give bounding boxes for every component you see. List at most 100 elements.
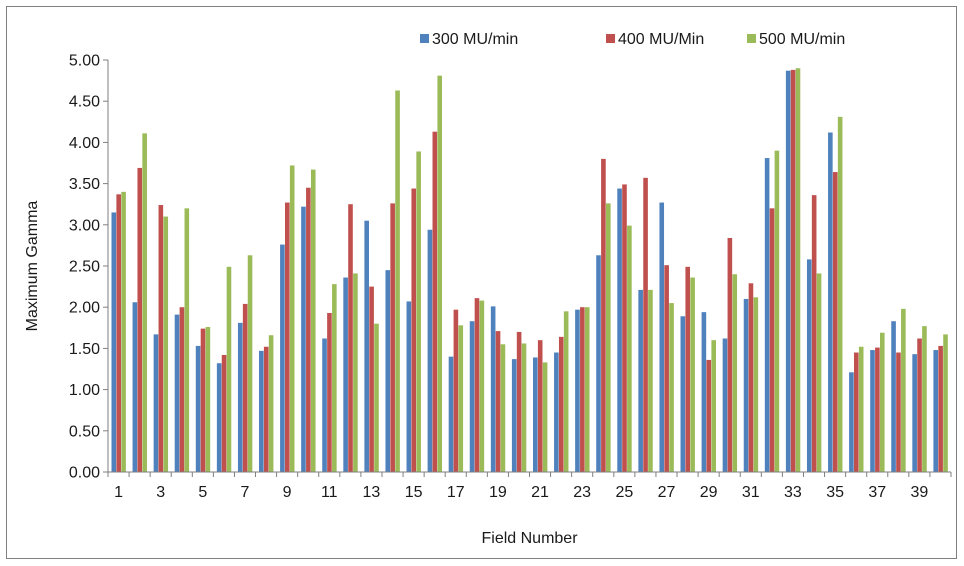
bar-400-mu-min-27 — [664, 265, 669, 472]
x-axis-ticks: 1 3 5 7 9 11 13 15 17 19 21 23 25 27 29 31 33 35 37 39 — [107, 472, 952, 501]
bar-400-mu-min-26 — [643, 177, 648, 472]
bar-500-mu-min-25 — [627, 225, 632, 472]
y-tick-label: 2.00 — [69, 300, 100, 317]
bar-400-mu-min-25 — [622, 184, 627, 473]
y-tick-label: 3.00 — [69, 217, 100, 234]
bar-300-mu-min-13 — [364, 220, 369, 472]
y-tick-label: 0.00 — [69, 465, 100, 482]
bar-400-mu-min-39 — [917, 338, 922, 472]
bar-400-mu-min-33 — [790, 69, 796, 472]
bar-500-mu-min-6 — [226, 266, 232, 472]
bar-500-mu-min-2 — [142, 133, 147, 472]
y-tick-label: 0.50 — [69, 423, 100, 440]
bar-400-mu-min-21 — [537, 340, 543, 472]
bar-300-mu-min-27 — [659, 202, 665, 473]
legend-label: 500 MU/min — [759, 31, 845, 48]
bar-300-mu-min-11 — [322, 338, 327, 472]
x-tick-label: 19 — [489, 484, 507, 501]
bar-300-mu-min-7 — [237, 322, 243, 472]
bar-500-mu-min-11 — [332, 284, 337, 472]
bar-500-mu-min-19 — [500, 344, 506, 472]
bar-500-mu-min-5 — [205, 326, 211, 472]
x-tick-label: 15 — [405, 484, 423, 501]
y-tick-label: 3.50 — [69, 176, 100, 193]
bar-300-mu-min-9 — [280, 244, 285, 472]
bar-500-mu-min-28 — [690, 277, 695, 472]
bar-300-mu-min-23 — [575, 309, 580, 472]
x-axis-title: Field Number — [481, 530, 578, 547]
bar-500-mu-min-31 — [753, 297, 759, 472]
bar-500-mu-min-27 — [669, 303, 674, 472]
x-tick-label: 25 — [615, 484, 633, 501]
bar-300-mu-min-8 — [259, 350, 264, 472]
bar-500-mu-min-38 — [901, 308, 906, 472]
x-tick-label: 29 — [700, 484, 718, 501]
y-axis-title: Maximum Gamma — [24, 201, 41, 332]
bar-500-mu-min-20 — [521, 343, 527, 472]
x-tick-label: 3 — [156, 484, 165, 501]
x-tick-label: 9 — [283, 484, 292, 501]
bar-400-mu-min-40 — [938, 345, 943, 472]
bar-400-mu-min-9 — [284, 202, 290, 473]
legend-label: 400 MU/Min — [618, 31, 704, 48]
bar-400-mu-min-12 — [348, 204, 353, 472]
bar-400-mu-min-20 — [516, 331, 522, 472]
bar-300-mu-min-2 — [132, 302, 138, 472]
bar-400-mu-min-14 — [390, 203, 395, 472]
x-tick-label: 39 — [910, 484, 928, 501]
bar-400-mu-min-15 — [411, 188, 417, 473]
bar-400-mu-min-31 — [748, 283, 754, 472]
bar-500-mu-min-34 — [816, 273, 822, 472]
bar-300-mu-min-17 — [448, 356, 454, 472]
bar-500-mu-min-32 — [774, 150, 780, 472]
bar-400-mu-min-2 — [137, 167, 143, 472]
bar-500-mu-min-40 — [943, 334, 948, 472]
bar-300-mu-min-10 — [301, 206, 306, 473]
bar-300-mu-min-14 — [385, 270, 391, 472]
bar-400-mu-min-23 — [580, 307, 585, 472]
bar-300-mu-min-38 — [891, 321, 896, 472]
y-tick-label: 4.00 — [69, 135, 100, 152]
chart-frame: 0.00 0.50 1.00 1.50 2.00 2.50 3.00 3.50 4.00 4.50… — [6, 6, 957, 559]
bar-300-mu-min-15 — [406, 301, 412, 472]
bar-300-mu-min-30 — [722, 338, 728, 472]
bar-400-mu-min-11 — [327, 312, 332, 472]
x-tick-label: 23 — [573, 484, 591, 501]
bar-300-mu-min-34 — [806, 259, 812, 472]
bar-300-mu-min-19 — [490, 306, 496, 472]
bar-300-mu-min-3 — [153, 334, 159, 472]
bar-500-mu-min-3 — [163, 216, 169, 472]
bar-300-mu-min-20 — [511, 359, 517, 472]
bar-500-mu-min-14 — [395, 90, 400, 473]
y-tick-label: 4.50 — [69, 94, 100, 111]
bar-400-mu-min-24 — [601, 158, 606, 472]
bar-300-mu-min-18 — [469, 321, 475, 472]
bar-500-mu-min-7 — [247, 255, 253, 472]
bar-300-mu-min-1 — [111, 212, 117, 472]
legend: 300 MU/min 400 MU/Min 500 MU/min — [420, 31, 845, 48]
bar-400-mu-min-34 — [811, 195, 817, 472]
bar-400-mu-min-29 — [706, 359, 712, 472]
bar-500-mu-min-18 — [479, 300, 485, 472]
bar-500-mu-min-26 — [648, 289, 653, 472]
bar-500-mu-min-17 — [458, 325, 464, 472]
bar-500-mu-min-22 — [563, 311, 569, 472]
bar-400-mu-min-36 — [854, 352, 859, 472]
bar-400-mu-min-7 — [242, 303, 248, 472]
bar-400-mu-min-19 — [495, 331, 501, 472]
bar-chart: 0.00 0.50 1.00 1.50 2.00 2.50 3.00 3.50 4.00 4.50… — [24, 31, 952, 547]
bar-500-mu-min-36 — [858, 346, 864, 472]
bar-500-mu-min-37 — [879, 332, 885, 472]
bar-400-mu-min-3 — [158, 205, 164, 472]
bar-500-mu-min-30 — [732, 274, 738, 472]
legend-swatch — [747, 34, 756, 43]
bar-500-mu-min-29 — [711, 340, 716, 472]
bar-500-mu-min-39 — [922, 326, 927, 472]
bar-500-mu-min-15 — [416, 151, 421, 472]
bar-300-mu-min-35 — [828, 132, 833, 472]
bar-400-mu-min-32 — [769, 208, 775, 472]
bar-300-mu-min-26 — [638, 289, 643, 472]
bar-300-mu-min-21 — [532, 357, 538, 472]
bar-500-mu-min-24 — [606, 203, 611, 472]
bar-500-mu-min-21 — [542, 362, 548, 472]
